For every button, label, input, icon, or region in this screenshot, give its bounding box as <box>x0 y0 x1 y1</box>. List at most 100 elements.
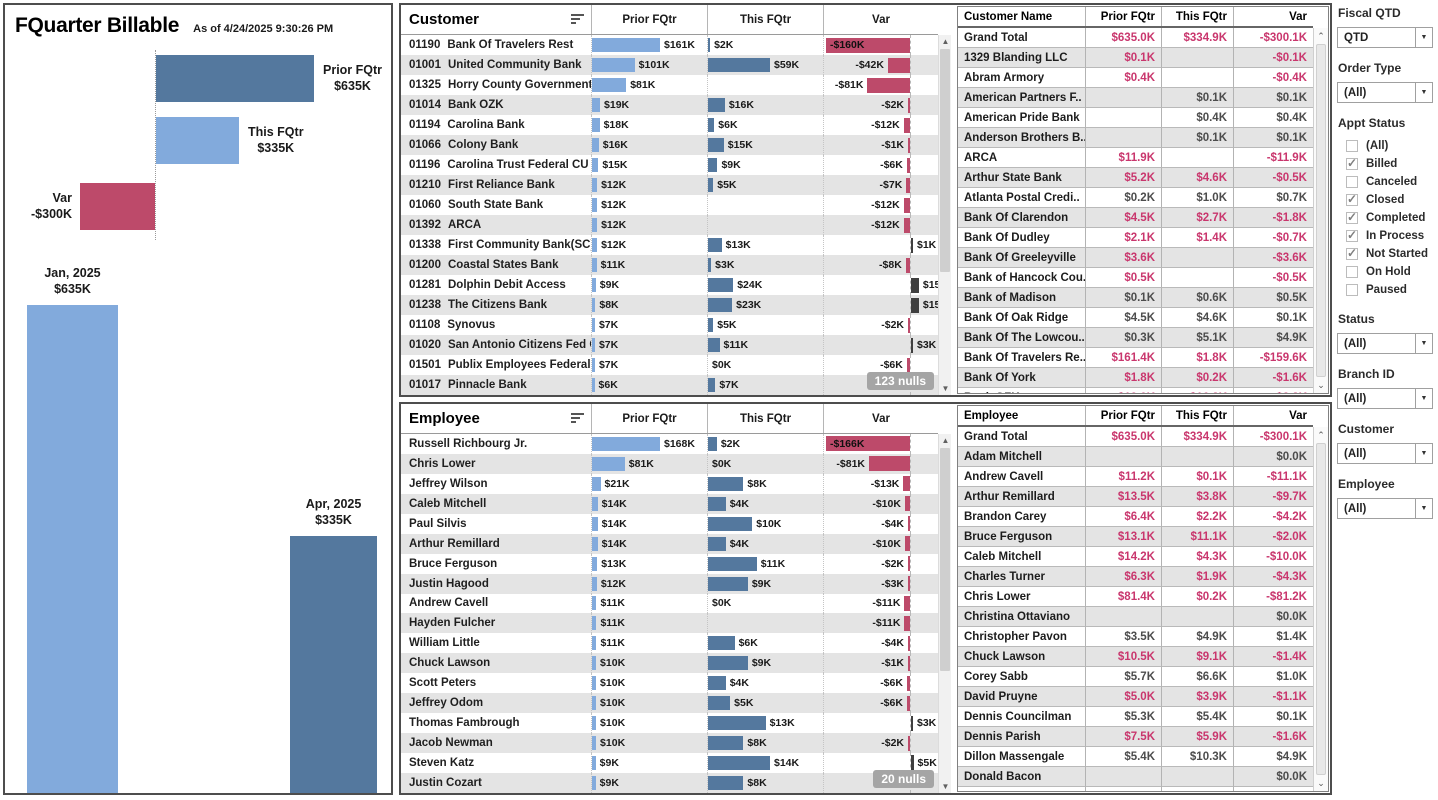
table-row[interactable]: 01194 Carolina Bank $18K $6K -$12K <box>401 115 938 135</box>
table-row[interactable]: Eddie Shinn$0.2K -$0.2K <box>958 787 1313 791</box>
customer-table-scrollbar[interactable]: ▲ ▼ <box>938 35 951 395</box>
checkbox-billed[interactable]: Billed <box>1337 155 1436 173</box>
var-bar[interactable] <box>867 77 910 93</box>
cell-name[interactable]: Bank Of Dudley <box>958 228 1086 248</box>
cell-name[interactable]: Bank of Madison <box>958 288 1086 308</box>
cell-prior-fqtr[interactable]: $6.4K <box>1086 507 1162 527</box>
cell-prior-fqtr[interactable] <box>1086 128 1162 148</box>
table-row[interactable]: Justin Hagood $12K $9K -$3K <box>401 573 938 594</box>
table-row[interactable]: Bank Of The Lowcou.. $0.3K $5.1K $4.9K <box>958 328 1313 348</box>
cell-name[interactable]: Bank Of Greeleyville <box>958 248 1086 268</box>
cell-prior-fqtr[interactable]: $5.2K <box>1086 168 1162 188</box>
column-header-prior-fqtr[interactable]: Prior FQtr <box>1086 7 1162 26</box>
table-row[interactable]: Arthur Remillard $13.5K $3.8K -$9.7K <box>958 487 1313 507</box>
cell-var[interactable]: -$10.0K <box>1234 547 1313 567</box>
cell-this-fqtr[interactable]: $0.2K <box>1162 587 1234 607</box>
cell-name[interactable]: Arthur Remillard <box>958 487 1086 507</box>
checkbox-icon[interactable] <box>1346 156 1358 170</box>
this-bar[interactable] <box>708 755 770 770</box>
cell-var[interactable]: -$0.7K <box>1234 228 1313 248</box>
cell-this-fqtr[interactable]: $5.9K <box>1162 727 1234 747</box>
cell-prior-fqtr[interactable] <box>1086 88 1162 108</box>
table-row[interactable]: Bank of Madison $0.1K $0.6K $0.5K <box>958 288 1313 308</box>
table-row[interactable]: 01020 San Antonio Citizens Fed CU $7K $11K $… <box>401 335 938 355</box>
cell-prior-fqtr[interactable]: $81.4K <box>1086 587 1162 607</box>
table-row[interactable]: Arthur State Bank $5.2K $4.6K -$0.5K <box>958 168 1313 188</box>
filter-dropdown-employee[interactable]: (All) ▼ <box>1337 498 1433 519</box>
table-row[interactable]: Atlanta Postal Credi.. $0.2K $1.0K $0.7K <box>958 188 1313 208</box>
this-bar[interactable] <box>708 496 726 511</box>
summary-bar-prior-fqtr[interactable] <box>156 55 314 102</box>
this-bar[interactable] <box>708 656 748 671</box>
cell-this-fqtr[interactable]: $3.8K <box>1162 487 1234 507</box>
cell-this-fqtr[interactable]: $5.4K <box>1162 707 1234 727</box>
prior-bar[interactable] <box>592 118 600 132</box>
cell-prior-fqtr[interactable]: $4.5K <box>1086 208 1162 228</box>
cell-this-fqtr[interactable] <box>1162 268 1234 288</box>
table-row[interactable]: Bank OZK$19.0K$16.2K-$2.8K <box>958 388 1313 393</box>
var-bar[interactable] <box>908 576 910 592</box>
table-row[interactable]: Grand Total $635.0K $334.9K -$300.1K <box>958 28 1313 48</box>
var-bar[interactable] <box>908 655 910 671</box>
cell-name[interactable]: Christina Ottaviano <box>958 607 1086 627</box>
this-bar[interactable] <box>708 436 717 451</box>
column-header-var[interactable]: Var <box>823 5 938 34</box>
checkbox-icon[interactable] <box>1346 284 1358 296</box>
cell-name[interactable]: Brandon Carey <box>958 507 1086 527</box>
cell-var[interactable]: $0.7K <box>1234 188 1313 208</box>
table-row[interactable]: Chuck Lawson $10.5K $9.1K -$1.4K <box>958 647 1313 667</box>
var-bar[interactable] <box>903 117 910 133</box>
cell-var[interactable]: -$0.4K <box>1234 68 1313 88</box>
var-bar[interactable] <box>906 177 910 193</box>
table-row[interactable]: Russell Richbourg Jr. $168K $2K -$166K <box>401 434 938 454</box>
this-bar[interactable] <box>708 58 770 72</box>
var-bar[interactable]: -$166K <box>826 436 910 452</box>
cell-prior-fqtr[interactable]: $5.3K <box>1086 707 1162 727</box>
var-bar[interactable] <box>907 516 910 532</box>
checkbox-on-hold[interactable]: On Hold <box>1337 263 1436 281</box>
column-header-prior-fqtr[interactable]: Prior FQtr <box>591 404 707 433</box>
table-row[interactable]: Thomas Fambrough $10K $13K $3K <box>401 713 938 734</box>
cell-prior-fqtr[interactable]: $1.8K <box>1086 368 1162 388</box>
prior-bar[interactable] <box>592 138 599 152</box>
this-bar[interactable] <box>708 298 733 312</box>
cell-this-fqtr[interactable] <box>1162 767 1234 787</box>
prior-bar[interactable] <box>592 38 660 52</box>
table-row[interactable]: 01392 ARCA $12K -$12K <box>401 215 938 235</box>
chevron-down-icon[interactable]: ▼ <box>1415 389 1432 408</box>
table-row[interactable]: Adam Mitchell $0.0K <box>958 447 1313 467</box>
cell-prior-fqtr[interactable]: $13.1K <box>1086 527 1162 547</box>
prior-bar[interactable] <box>592 736 597 750</box>
this-bar[interactable] <box>708 38 711 52</box>
table-row[interactable]: Bank Of Dudley $2.1K $1.4K -$0.7K <box>958 228 1313 248</box>
table-row[interactable]: Paul Silvis $14K $10K -$4K <box>401 513 938 534</box>
cell-var[interactable]: $0.1K <box>1234 707 1313 727</box>
table-row[interactable]: 1329 Blanding LLC $0.1K -$0.1K <box>958 48 1313 68</box>
cell-this-fqtr[interactable]: $0.1K <box>1162 88 1234 108</box>
cell-prior-fqtr[interactable] <box>1086 447 1162 467</box>
checkbox-canceled[interactable]: Canceled <box>1337 173 1436 191</box>
cell-this-fqtr[interactable]: $1.0K <box>1162 188 1234 208</box>
cell-prior-fqtr[interactable]: $14.2K <box>1086 547 1162 567</box>
prior-bar[interactable] <box>592 278 596 292</box>
this-bar[interactable] <box>708 178 714 192</box>
cell-prior-fqtr[interactable]: $19.0K <box>1086 388 1162 393</box>
prior-bar[interactable] <box>592 298 596 312</box>
cell-this-fqtr[interactable]: $0.2K <box>1162 368 1234 388</box>
var-bar[interactable] <box>911 297 919 313</box>
this-bar[interactable] <box>708 138 724 152</box>
cell-prior-fqtr[interactable]: $635.0K <box>1086 28 1162 48</box>
cell-var[interactable]: -$4.3K <box>1234 567 1313 587</box>
table-row[interactable]: Jeffrey Odom $10K $5K -$6K <box>401 693 938 714</box>
column-header-this-fqtr[interactable]: This FQtr <box>1162 406 1234 425</box>
cell-name[interactable]: Dennis Councilman <box>958 707 1086 727</box>
cell-this-fqtr[interactable]: $16.2K <box>1162 388 1234 393</box>
table-row[interactable]: Andrew Cavell $11K $0K -$11K <box>401 593 938 614</box>
table-row[interactable]: Bruce Ferguson $13K $11K -$2K <box>401 553 938 574</box>
var-bar[interactable] <box>907 635 910 651</box>
table-row[interactable]: Dennis Councilman $5.3K $5.4K $0.1K <box>958 707 1313 727</box>
table-row[interactable]: Arthur Remillard $14K $4K -$10K <box>401 533 938 554</box>
cell-var[interactable]: $0.5K <box>1234 288 1313 308</box>
cell-name[interactable]: Bank of Hancock Cou.. <box>958 268 1086 288</box>
cell-var[interactable]: $0.1K <box>1234 128 1313 148</box>
